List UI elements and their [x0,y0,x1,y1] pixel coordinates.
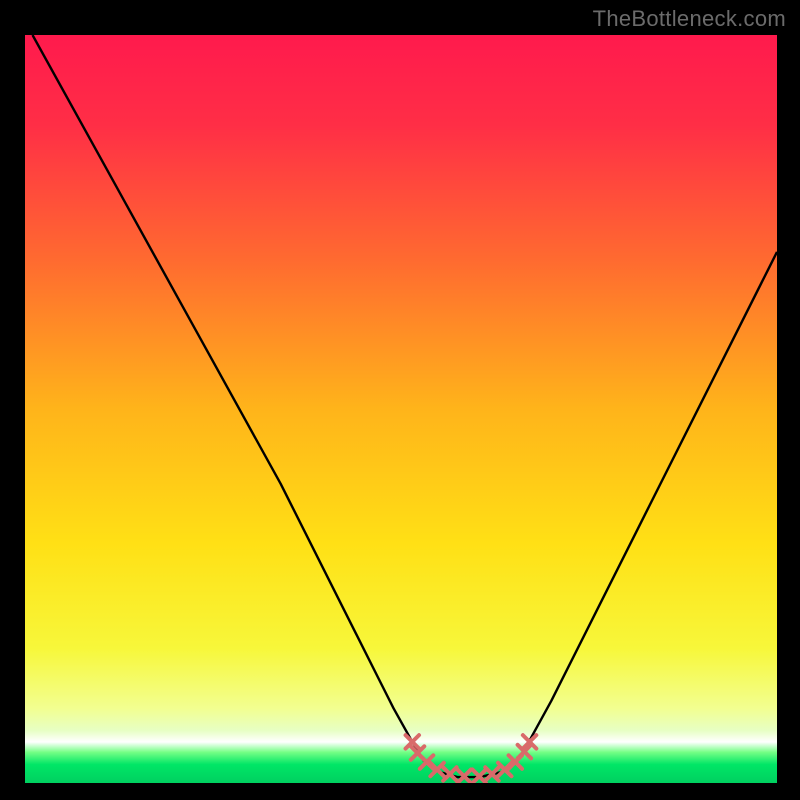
figure-frame: TheBottleneck.com [0,0,800,800]
plot-area [25,35,777,783]
cross-marker [457,770,470,783]
highlight-crosses [25,35,777,783]
watermark-text: TheBottleneck.com [593,6,786,32]
cross-marker [443,767,456,780]
cross-marker [485,767,498,780]
